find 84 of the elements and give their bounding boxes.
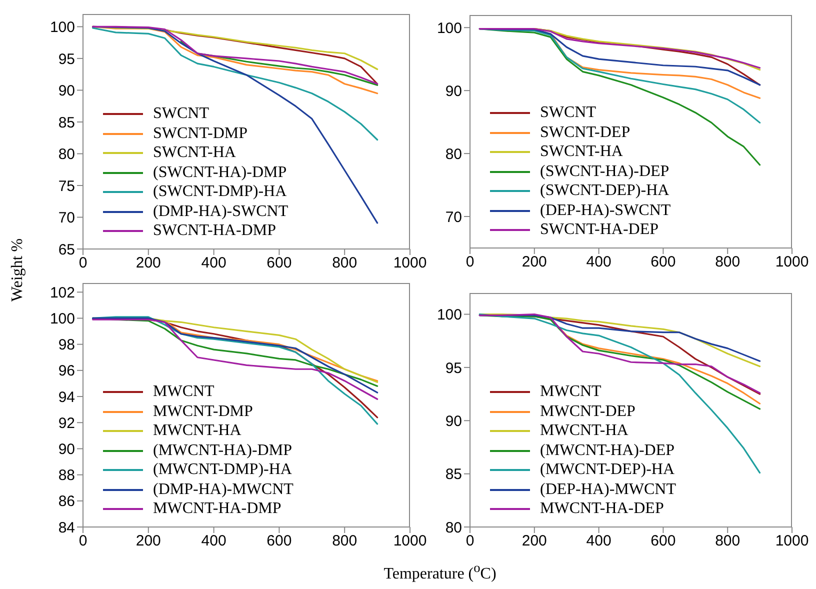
- y-tick-label: 102: [50, 284, 75, 302]
- x-tick-label: 0: [466, 254, 474, 271]
- y-tick-label: 80: [445, 146, 462, 163]
- y-tick-label: 65: [58, 241, 75, 258]
- x-tick-label: 800: [715, 532, 740, 550]
- x-tick-label: 1000: [393, 254, 427, 272]
- y-tick-label: 80: [58, 146, 75, 164]
- legend-label: (DEP-HA)-MWCNT: [540, 480, 676, 499]
- line-series: [478, 28, 761, 166]
- x-axis-title: Temperature ($^{o}$C): [384, 560, 496, 584]
- x-tick-label: 400: [586, 254, 612, 271]
- x-tick-label: 200: [522, 254, 547, 271]
- legend-label: SWCNT-HA: [153, 144, 236, 162]
- legend-label: (SWCNT-HA)-DMP: [153, 164, 287, 182]
- x-tick-label: 1000: [393, 532, 427, 550]
- x-tick-label: 600: [650, 532, 676, 550]
- legend-label: SWCNT-HA-DMP: [153, 222, 276, 240]
- x-tick-label: 1000: [775, 254, 809, 271]
- legend-label: (DMP-HA)-SWCNT: [153, 202, 288, 221]
- x-tick-label: 200: [136, 532, 161, 550]
- x-tick-label: 0: [78, 254, 88, 272]
- y-tick-label: 85: [58, 114, 75, 132]
- x-tick-label: 0: [466, 532, 474, 550]
- y-axis-title: Weight %: [9, 238, 27, 302]
- legend-label: SWCNT-DEP: [540, 124, 630, 142]
- legend-label: SWCNT: [153, 105, 209, 124]
- legend-label: MWCNT: [153, 383, 214, 402]
- y-tick-label: 80: [445, 519, 462, 536]
- legend-label: MWCNT-DMP: [153, 402, 253, 421]
- x-tick-label: 600: [266, 254, 292, 272]
- x-tick-label: 600: [266, 532, 292, 550]
- legend-label: (MWCNT-HA)-DEP: [540, 442, 675, 460]
- y-tick-label: 100: [50, 310, 75, 328]
- legend-label: (MWCNT-DMP)-HA: [153, 461, 292, 480]
- legend-label: (MWCNT-DEP)-HA: [540, 461, 675, 480]
- line-series: [92, 27, 378, 141]
- y-tick-label: 100: [50, 19, 75, 36]
- legend-label: MWCNT-DEP: [540, 402, 636, 421]
- legend-label: SWCNT: [540, 104, 596, 122]
- legend-label: (SWCNT-DEP)-HA: [540, 182, 670, 200]
- x-tick-label: 800: [332, 532, 358, 550]
- x-tick-label: 200: [522, 532, 547, 550]
- y-tick-label: 85: [445, 466, 462, 484]
- x-tick-label: 600: [650, 254, 676, 271]
- legend-label: SWCNT-HA-DEP: [540, 221, 659, 240]
- legend-label: MWCNT-HA-DMP: [153, 500, 282, 518]
- y-tick-label: 90: [445, 412, 462, 430]
- legend-label: MWCNT: [540, 383, 602, 402]
- x-tick-label: 400: [201, 532, 226, 550]
- y-tick-label: 70: [445, 208, 462, 226]
- legend-label: SWCNT-DMP: [153, 124, 248, 143]
- legend-label: (SWCNT-HA)-DEP: [540, 162, 670, 181]
- legend-label: (DEP-HA)-SWCNT: [540, 202, 671, 220]
- y-tick-label: 98: [58, 336, 75, 354]
- y-tick-label: 95: [445, 360, 462, 377]
- x-tick-label: 400: [586, 532, 612, 550]
- line-series: [478, 28, 761, 124]
- y-tick-label: 90: [58, 441, 75, 458]
- x-tick-label: 400: [201, 254, 226, 272]
- y-tick-label: 90: [445, 82, 462, 100]
- x-tick-label: 1000: [775, 532, 809, 550]
- y-tick-label: 94: [58, 388, 75, 406]
- y-tick-label: 70: [58, 210, 75, 227]
- y-tick-label: 96: [58, 362, 75, 380]
- x-tick-label: 200: [136, 254, 161, 272]
- legend-label: (MWCNT-HA)-DMP: [153, 442, 292, 460]
- y-tick-label: 75: [58, 178, 75, 195]
- y-tick-label: 86: [58, 493, 75, 510]
- y-tick-label: 100: [436, 20, 462, 37]
- legend-label: SWCNT-HA: [540, 143, 623, 162]
- y-tick-label: 90: [58, 82, 75, 100]
- y-tick-label: 84: [58, 519, 75, 536]
- legend-label: MWCNT-HA: [540, 422, 628, 440]
- y-tick-label: 95: [58, 50, 75, 68]
- legend-label: (SWCNT-DMP)-HA: [153, 183, 287, 202]
- x-tick-label: 0: [78, 532, 88, 550]
- y-tick-label: 88: [58, 467, 75, 484]
- x-tick-label: 800: [715, 254, 740, 271]
- y-tick-label: 100: [436, 306, 462, 324]
- legend-label: (DMP-HA)-MWCNT: [153, 480, 294, 499]
- legend-label: MWCNT-HA: [153, 422, 242, 440]
- x-tick-label: 800: [332, 254, 358, 272]
- legend-label: MWCNT-HA-DEP: [540, 500, 664, 518]
- y-tick-label: 92: [58, 414, 75, 432]
